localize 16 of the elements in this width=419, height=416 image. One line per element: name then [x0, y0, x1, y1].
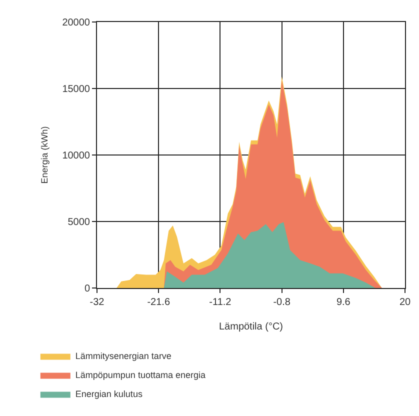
- x-axis-title: Lämpötila (°C): [218, 322, 284, 332]
- y-tick-label: 15000: [62, 84, 90, 95]
- x-tick-label: 20: [399, 297, 411, 308]
- y-tick-label: 10000: [62, 150, 90, 162]
- x-tick-label: -21.6: [147, 297, 170, 308]
- legend-label: Lämpöpumpun tuottama energia: [75, 370, 206, 380]
- x-tick-label: 9.6: [336, 297, 351, 308]
- y-tick-label: 5000: [68, 217, 90, 228]
- x-tick-label: -32: [90, 297, 105, 308]
- y-tick-label: 0: [84, 284, 90, 294]
- y-axis-title: Energia (kWh): [40, 126, 50, 184]
- legend-label: Lämmitysenergian tarve: [75, 351, 172, 362]
- x-tick-label: -0.8: [273, 297, 291, 308]
- x-tick-label: -11.2: [209, 297, 232, 308]
- legend-label: Energian kulutus: [75, 389, 143, 400]
- y-tick-label: 20000: [62, 18, 90, 28]
